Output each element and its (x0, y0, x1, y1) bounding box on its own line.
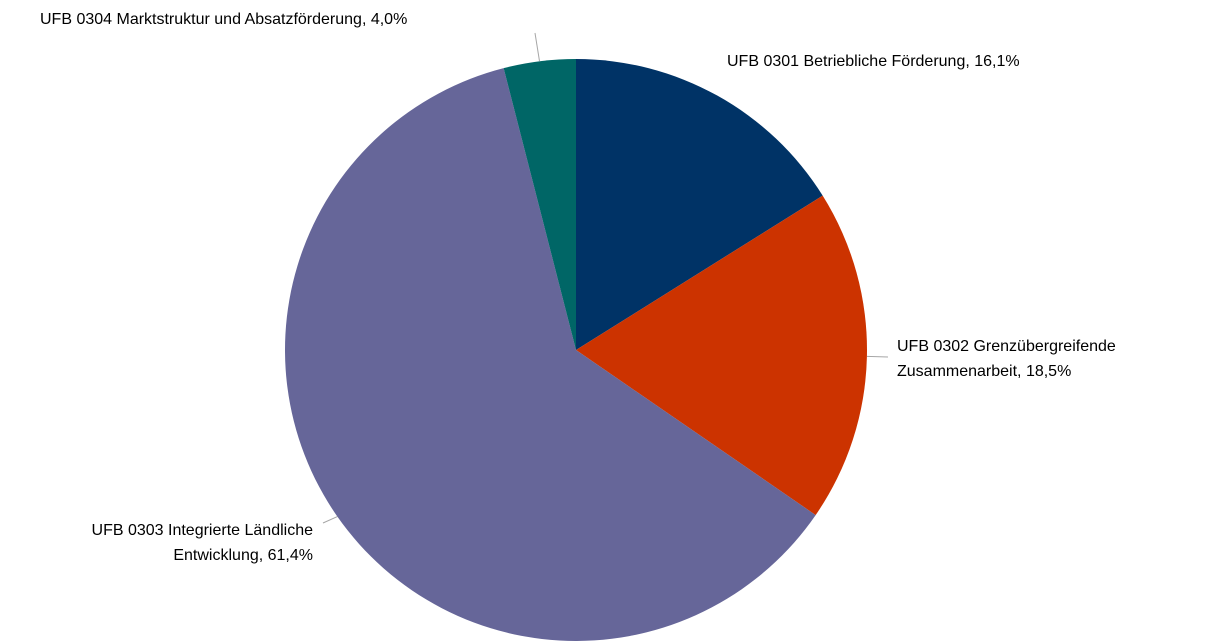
data-label-name: UFB 0301 Betriebliche Förderung (727, 53, 965, 70)
label-line: UFB 0304 Marktstruktur und Absatzförderu… (40, 11, 362, 28)
data-label-value: 18,5% (1026, 363, 1071, 380)
pie-slice (284, 68, 816, 641)
data-label-value: 61,4% (268, 547, 313, 564)
label-separator: , (259, 547, 268, 564)
data-label-name: UFB 0304 Marktstruktur und Absatzförderu… (40, 11, 362, 28)
label-line: UFB 0302 Grenzübergreifende (897, 338, 1116, 355)
labels: UFB 0301 Betriebliche Förderung, 16,1% UF… (40, 11, 1116, 564)
label-line: UFB 0301 Betriebliche Förderung (727, 53, 965, 70)
leader-line (534, 32, 541, 62)
pie (284, 59, 867, 641)
label-separator: , (362, 11, 371, 28)
data-label-value: 4,0% (371, 11, 407, 28)
pie-slice (576, 195, 867, 516)
pie-slice (503, 59, 576, 350)
data-label-value: 16,1% (974, 53, 1019, 70)
label-line: Entwicklung (173, 547, 258, 564)
label-separator: , (1017, 363, 1026, 380)
label-line: Zusammenarbeit (897, 363, 1018, 380)
leader-line (322, 516, 338, 524)
label-line: UFB 0303 Integrierte Ländliche (92, 522, 314, 539)
label-separator: , (965, 53, 974, 70)
data-label-name: UFB 0302 Grenzübergreifende Zusammenarbei… (897, 338, 1116, 380)
leader-line (866, 355, 889, 358)
pie-slice (576, 59, 823, 350)
data-label-name: UFB 0303 Integrierte Ländliche Entwicklun… (92, 522, 314, 564)
